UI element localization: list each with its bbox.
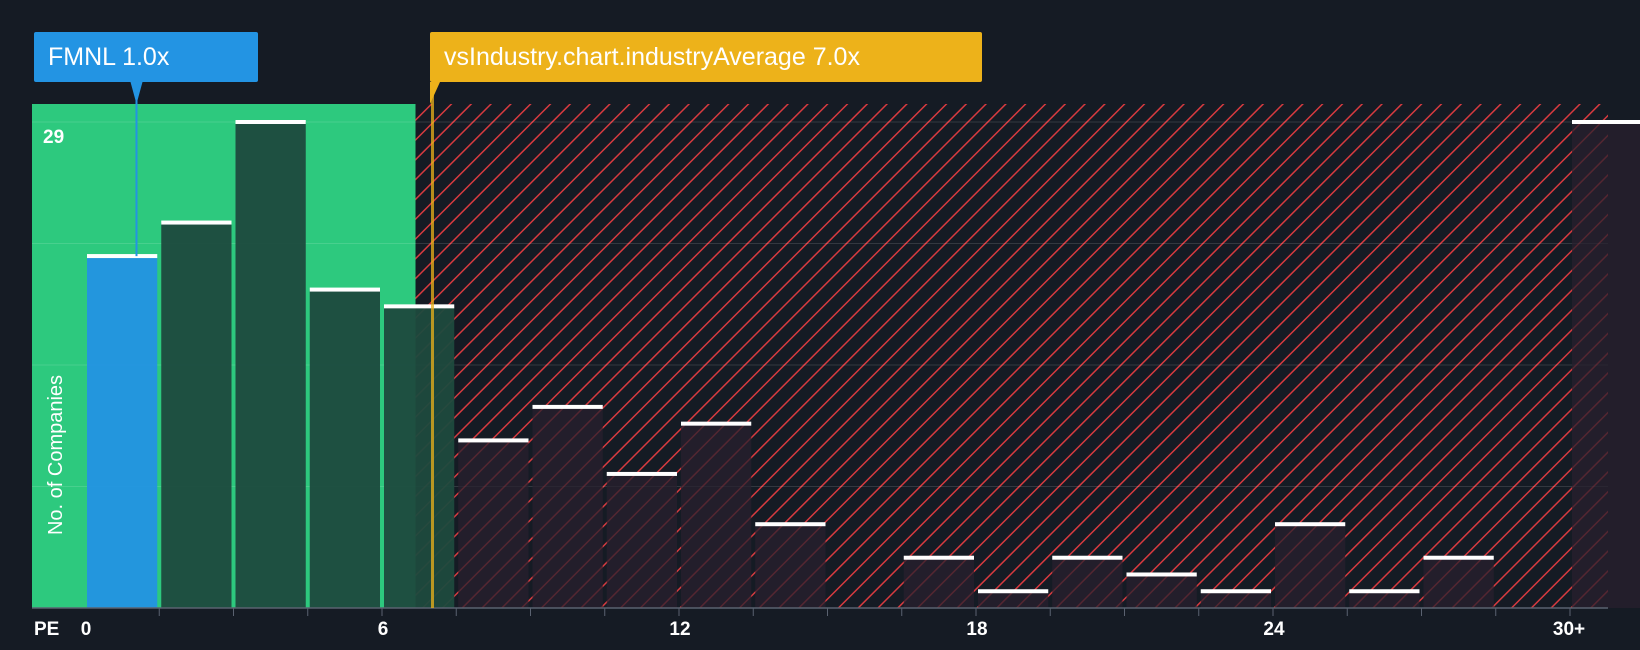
histogram-bar — [384, 306, 455, 608]
histogram-bar — [1423, 557, 1494, 608]
x-tick-label: 18 — [966, 619, 987, 640]
industry-callout-pointer — [430, 82, 440, 104]
bar-cap — [606, 471, 677, 476]
bar-cap — [1349, 589, 1420, 594]
y-axis-title: No. of Companies — [45, 375, 67, 535]
histogram-bar — [458, 440, 529, 608]
bar-cap — [161, 220, 232, 225]
x-tick-label: 0 — [81, 619, 92, 640]
x-tick-label: 30+ — [1553, 619, 1585, 640]
company-pe-callout: FMNL 1.0x — [34, 32, 258, 82]
bar-cap — [458, 438, 529, 443]
histogram-bar — [755, 524, 826, 608]
bar-cap — [1572, 120, 1640, 124]
histogram-bar — [235, 122, 306, 608]
histogram-bar — [532, 406, 603, 608]
x-tick-label: 12 — [669, 619, 690, 640]
bar-cap — [87, 254, 158, 259]
histogram-bar — [1572, 122, 1640, 608]
histogram-bar — [1200, 591, 1271, 608]
histogram-bar — [1052, 557, 1123, 608]
histogram-bar — [681, 423, 752, 608]
company-callout-pointer — [130, 82, 143, 104]
histogram-bar — [1126, 574, 1197, 608]
bar-cap — [1275, 522, 1346, 527]
x-tick-label: 24 — [1263, 619, 1285, 640]
bar-cap — [681, 421, 752, 426]
bar-cap — [903, 555, 974, 560]
histogram-bar — [1349, 591, 1420, 608]
histogram-bar — [606, 473, 677, 608]
bar-cap — [309, 287, 380, 292]
industry-average-callout: vsIndustry.chart.industryAverage 7.0x — [430, 32, 982, 82]
x-tick-label: 6 — [378, 619, 389, 640]
histogram-bar — [161, 222, 232, 608]
histogram-bar — [1275, 524, 1346, 608]
histogram-bar — [978, 591, 1049, 608]
bar-cap — [384, 304, 455, 309]
bar-cap — [1423, 555, 1494, 560]
histogram-bar — [87, 256, 158, 608]
bar-cap — [235, 120, 306, 124]
bar-cap — [755, 522, 826, 527]
y-max-label: 29 — [43, 127, 64, 148]
bar-cap — [532, 404, 603, 409]
bar-cap — [1200, 589, 1271, 594]
bar-cap — [1052, 555, 1123, 560]
histogram-bar — [903, 557, 974, 608]
bar-cap — [978, 589, 1049, 594]
histogram-bar — [309, 289, 380, 608]
bar-cap — [1126, 572, 1197, 577]
x-axis-title: PE — [34, 619, 59, 640]
